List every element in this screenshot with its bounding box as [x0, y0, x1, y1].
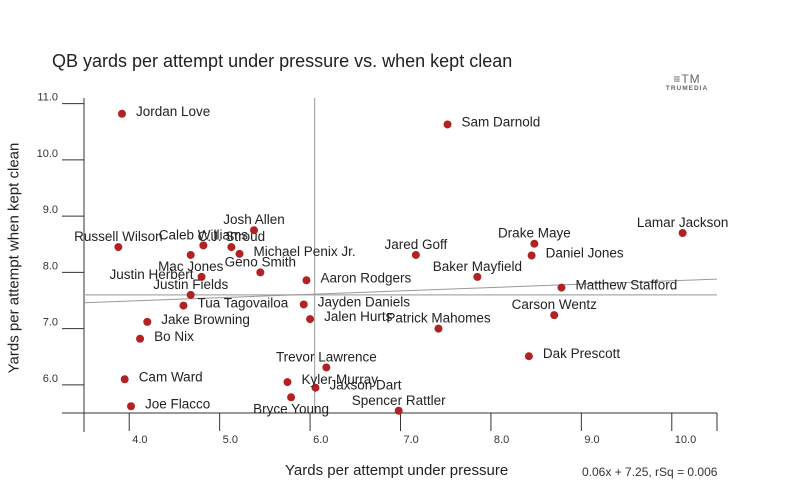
x-tick-label: 10.0	[675, 434, 696, 446]
point-label: Jaxson Dart	[329, 378, 401, 393]
data-point	[117, 109, 126, 118]
data-point	[256, 268, 265, 277]
trumedia-logo-text: TRUMEDIA	[665, 85, 709, 92]
point-labels: Jordan Love Sam Darnold Lamar Jackson Drake…	[74, 104, 728, 417]
y-tick-label: 11.0	[37, 92, 58, 104]
point-label: Justin Herbert	[110, 267, 194, 282]
point-label: C.J. Stroud	[198, 229, 266, 244]
point-label: Jalen Hurts	[324, 309, 393, 324]
point-label: Josh Allen	[223, 212, 285, 227]
data-point	[311, 383, 320, 392]
data-point	[411, 250, 420, 259]
data-point	[302, 276, 311, 285]
trumedia-logo-icon: ≡TM	[673, 72, 701, 86]
point-label: Drake Maye	[498, 226, 571, 241]
y-tick-label: 10.0	[37, 148, 58, 160]
point-label: Trevor Lawrence	[276, 349, 377, 364]
point-label: Daniel Jones	[546, 246, 624, 261]
data-point	[473, 272, 482, 281]
point-label: Lamar Jackson	[637, 215, 729, 230]
point-label: Aaron Rodgers	[320, 270, 411, 285]
data-point	[306, 315, 315, 324]
trendline	[83, 278, 718, 304]
data-point	[143, 317, 152, 326]
data-point	[678, 229, 687, 237]
y-tick-label: 8.0	[43, 260, 58, 272]
point-label: Patrick Mahomes	[386, 311, 491, 326]
point-label: Jordan Love	[136, 104, 210, 119]
point-label: Joe Flacco	[145, 396, 210, 411]
point-label: Geno Smith	[225, 254, 296, 269]
point-label: Mac Jones	[158, 259, 224, 274]
y-tick-label: 9.0	[43, 204, 58, 216]
point-label: Carson Wentz	[512, 297, 598, 312]
data-point	[322, 363, 331, 372]
data-point	[524, 352, 533, 361]
point-label: Caleb Williams	[159, 227, 249, 242]
point-label: Bo Nix	[154, 329, 194, 344]
point-label: Dak Prescott	[543, 346, 621, 361]
data-point	[287, 393, 296, 402]
data-point	[136, 334, 145, 343]
y-tick-label: 6.0	[43, 373, 58, 385]
point-label: Russell Wilson	[74, 229, 163, 244]
data-point	[250, 226, 259, 235]
x-axis-label: Yards per attempt under pressure	[285, 462, 509, 479]
point-label: Jared Goff	[384, 237, 447, 252]
data-point	[550, 311, 559, 320]
trendline-equation: 0.06x + 7.25, rSq = 0.006	[582, 465, 718, 479]
data-point	[443, 120, 452, 129]
data-point	[227, 243, 236, 252]
point-label: Baker Mayfield	[433, 259, 522, 274]
data-point	[434, 324, 443, 333]
data-point	[299, 300, 308, 309]
y-axis-label: Yards per attempt when kept clean	[5, 142, 23, 374]
data-point	[127, 402, 136, 411]
data-point	[235, 249, 244, 258]
data-point	[527, 251, 536, 260]
point-label: Cam Ward	[139, 369, 203, 384]
point-label: Sam Darnold	[462, 114, 541, 129]
data-point	[186, 290, 195, 299]
x-tick-label: 6.0	[313, 434, 328, 446]
data-point	[120, 375, 129, 384]
x-tick-label: 8.0	[494, 434, 509, 446]
point-label: Jayden Daniels	[318, 294, 411, 309]
point-label: Kyler Murray	[301, 372, 378, 387]
trumedia-logo: ≡TM TRUMEDIA	[662, 72, 712, 92]
data-point	[557, 283, 566, 292]
data-point	[530, 239, 539, 248]
data-point	[179, 301, 188, 310]
point-label: Spencer Rattler	[352, 393, 446, 408]
x-tick-label: 7.0	[404, 434, 419, 446]
axes: 4.0 5.0 6.0 7.0 8.0 9.0 10.0 6.0 7.0 8.0 9.0 10.0 11…	[37, 92, 718, 446]
data-point	[394, 406, 403, 415]
data-point	[186, 250, 195, 259]
point-label: Justin Fields	[153, 277, 228, 292]
point-label: Bryce Young	[253, 401, 329, 416]
y-tick-label: 7.0	[43, 317, 58, 329]
data-points	[114, 109, 687, 415]
x-tick-label: 4.0	[132, 434, 147, 446]
data-point	[283, 378, 292, 387]
point-label: Matthew Stafford	[575, 278, 677, 293]
chart-title: QB yards per attempt under pressure vs. …	[52, 51, 513, 71]
x-tick-label: 9.0	[584, 434, 599, 446]
x-tick-label: 5.0	[223, 434, 238, 446]
data-point	[199, 241, 208, 250]
point-label: Michael Penix Jr.	[254, 244, 356, 259]
data-point	[197, 272, 206, 281]
point-label: Jake Browning	[161, 312, 250, 327]
point-label: Tua Tagovailoa	[197, 296, 288, 311]
data-point	[114, 243, 123, 252]
